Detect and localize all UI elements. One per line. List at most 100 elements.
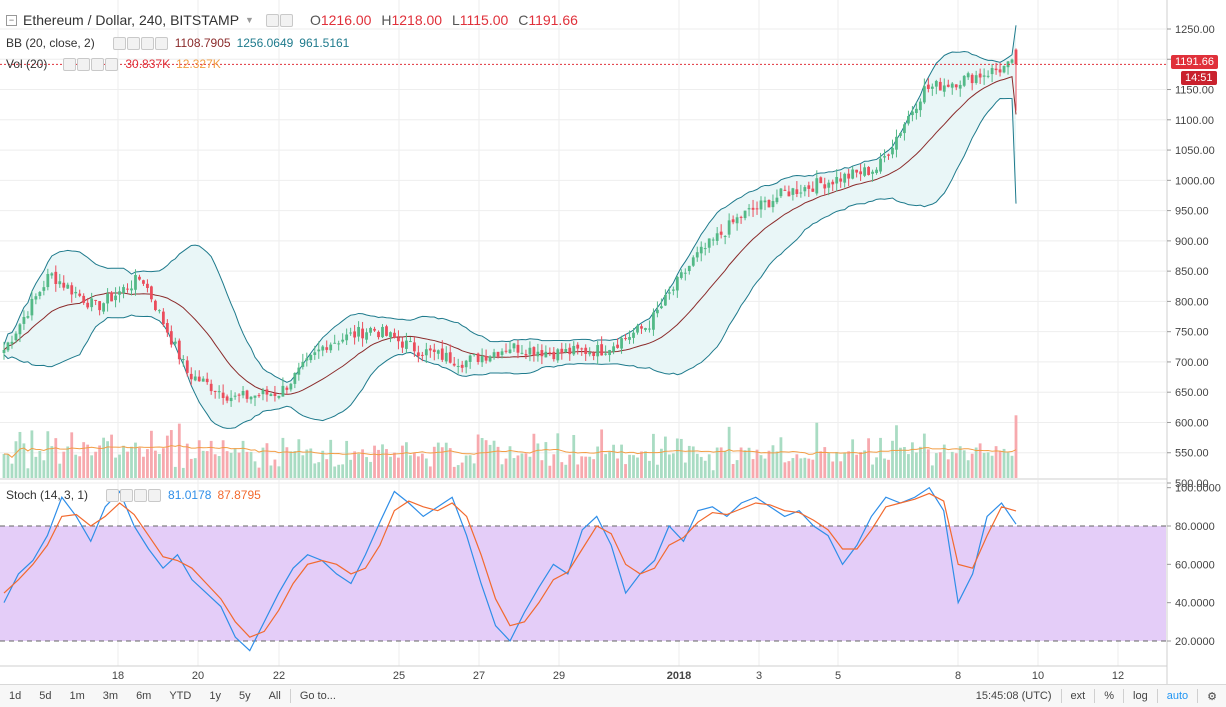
gear-icon[interactable]: ⚙	[1207, 690, 1217, 703]
price-tick-label: 1000.00	[1175, 175, 1215, 187]
candle-body	[349, 332, 353, 334]
volume-bar	[500, 464, 504, 478]
volume-bar	[86, 444, 90, 478]
percent-toggle[interactable]: %	[1104, 690, 1115, 702]
candle-body	[46, 273, 50, 288]
more-icon[interactable]	[140, 37, 154, 51]
candle-body	[982, 75, 986, 77]
range-ytd[interactable]: YTD	[169, 690, 192, 702]
volume-bar	[146, 449, 149, 478]
volume-bar	[122, 445, 125, 478]
range-1y[interactable]: 1y	[209, 690, 221, 702]
more-icon[interactable]	[134, 489, 148, 503]
volume-bar	[970, 453, 974, 478]
candle-body	[353, 331, 357, 338]
price-tick-label: 500.00	[1175, 478, 1209, 490]
auto-toggle[interactable]: auto	[1166, 690, 1189, 702]
range-all[interactable]: All	[268, 690, 281, 702]
volume-bar	[10, 463, 14, 478]
range-6m[interactable]: 6m	[136, 690, 152, 702]
clock-time[interactable]: 15:45:08 (UTC)	[975, 690, 1052, 702]
close-icon[interactable]	[154, 37, 168, 51]
candle-body	[691, 257, 695, 266]
ext-toggle[interactable]: ext	[1070, 690, 1086, 702]
candle-body	[731, 219, 735, 223]
volume-bar	[476, 434, 480, 478]
collapse-icon[interactable]: −	[6, 14, 17, 26]
candle-body	[978, 73, 982, 78]
candle-body	[122, 287, 125, 294]
close-icon[interactable]	[148, 489, 162, 503]
candle-body	[488, 356, 492, 362]
candle-body	[807, 185, 811, 189]
chevron-down-icon[interactable]: ▼	[245, 15, 254, 25]
volume-bar	[225, 451, 229, 478]
candle-body	[460, 364, 464, 368]
settings-icon[interactable]	[126, 37, 140, 51]
candle-body	[994, 68, 998, 71]
candle-body	[42, 287, 46, 291]
candle-body	[106, 293, 109, 304]
volume-bar	[221, 440, 225, 478]
candle-body	[580, 348, 584, 350]
bottom-right-group: 15:45:08 (UTC) ext % log auto ⚙	[967, 685, 1226, 707]
eye-icon[interactable]	[265, 14, 279, 28]
volume-bar	[261, 447, 265, 478]
volume-bar	[193, 458, 197, 478]
candle-body	[134, 275, 137, 290]
candle-body	[723, 235, 727, 237]
vol-title: Vol (20)	[6, 57, 48, 72]
candle-body	[229, 397, 233, 402]
volume-bar	[954, 453, 958, 478]
candle-body	[432, 349, 436, 352]
volume-bar	[703, 460, 707, 478]
candle-body	[934, 80, 938, 87]
range-5d[interactable]: 5d	[39, 690, 52, 702]
candle-body	[249, 396, 253, 400]
chart-area[interactable]: 500.00 550.00 600.00 650.00 700.00 750.00 800.…	[0, 0, 1226, 684]
close-icon[interactable]	[105, 58, 119, 72]
price-tick-label: 900.00	[1175, 236, 1209, 248]
goto-button[interactable]: Go to...	[299, 690, 336, 702]
countdown-tag: 14:51	[1181, 71, 1217, 85]
range-1d[interactable]: 1d	[9, 690, 22, 702]
candle-body	[699, 246, 703, 254]
eye-icon[interactable]	[63, 58, 77, 72]
settings-icon[interactable]	[120, 489, 134, 503]
eye-icon[interactable]	[106, 489, 120, 503]
volume-bar	[914, 452, 918, 478]
log-toggle[interactable]: log	[1133, 690, 1148, 702]
candle-body	[958, 84, 962, 89]
candle-body	[257, 395, 261, 397]
volume-bar	[899, 447, 902, 478]
volume-bar	[572, 434, 576, 478]
volume-bar	[241, 440, 245, 478]
volume-bar	[54, 438, 58, 478]
open-label: O	[309, 12, 321, 28]
volume-bar	[98, 445, 102, 478]
eye-icon[interactable]	[112, 37, 126, 51]
candle-body	[847, 173, 851, 179]
candle-body	[126, 288, 129, 290]
volume-bar	[185, 443, 189, 478]
candle-body	[568, 347, 572, 355]
candle-body	[225, 396, 229, 401]
volume-bar	[484, 440, 488, 478]
settings-icon[interactable]	[77, 58, 91, 72]
stoch-tick-label: 100.0000	[1175, 483, 1221, 495]
more-icon[interactable]	[91, 58, 105, 72]
range-5y[interactable]: 5y	[238, 690, 251, 702]
volume-bar	[934, 453, 938, 478]
settings-icon[interactable]	[279, 14, 293, 28]
candle-body	[771, 201, 775, 208]
candle-body	[377, 331, 380, 338]
bb-fill	[4, 25, 1016, 429]
candle-body	[867, 166, 870, 175]
candle-body	[1010, 59, 1014, 63]
range-3m[interactable]: 3m	[102, 690, 119, 702]
candle-body	[584, 347, 588, 354]
volume-bar	[381, 444, 384, 478]
volume-bar	[982, 452, 986, 478]
range-1m[interactable]: 1m	[69, 690, 85, 702]
volume-bar	[1010, 455, 1014, 478]
